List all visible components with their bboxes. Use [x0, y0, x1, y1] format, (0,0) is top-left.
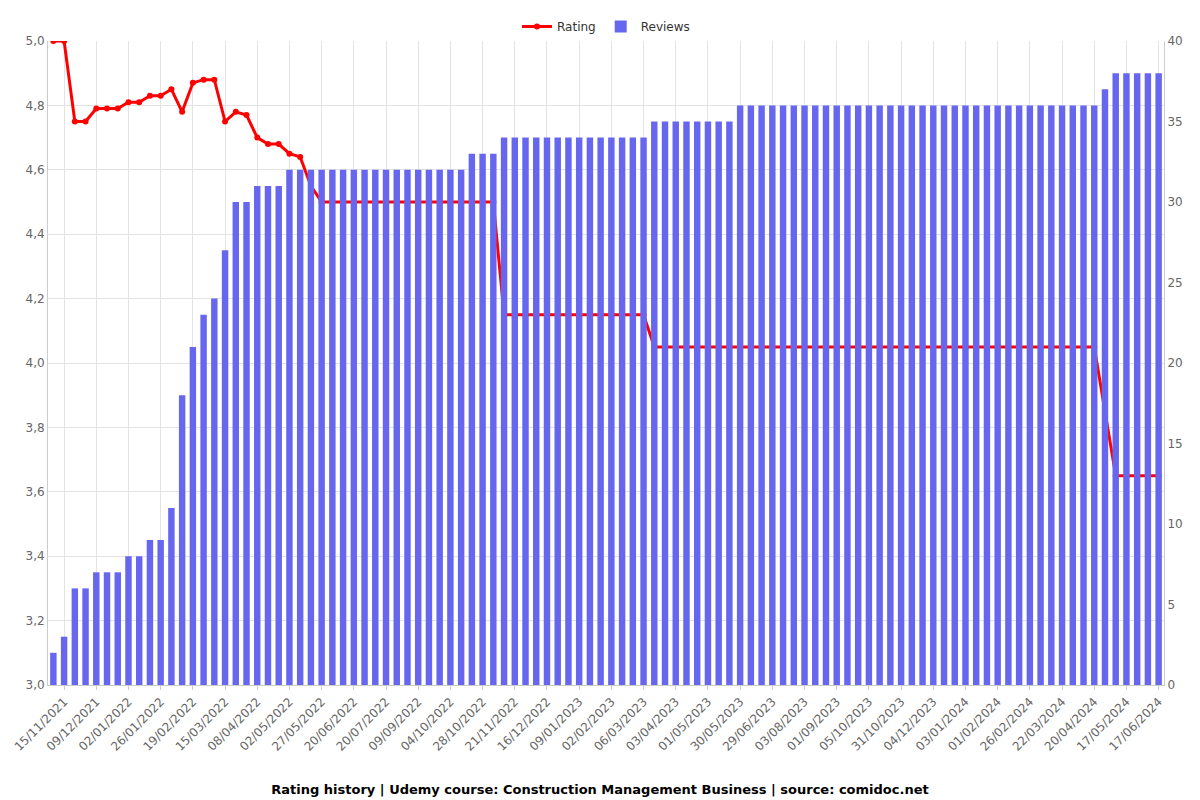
svg-text:4,0: 4,0 [26, 356, 45, 370]
svg-text:02/02/2023: 02/02/2023 [559, 695, 618, 754]
svg-text:01/05/2023: 01/05/2023 [655, 695, 714, 754]
svg-text:4,4: 4,4 [26, 227, 45, 241]
svg-text:17/05/2024: 17/05/2024 [1074, 695, 1133, 754]
svg-text:20/07/2022: 20/07/2022 [334, 695, 393, 754]
svg-text:27/05/2022: 27/05/2022 [269, 695, 328, 754]
svg-text:20/06/2022: 20/06/2022 [301, 695, 360, 754]
svg-text:03/08/2023: 03/08/2023 [752, 695, 811, 754]
svg-text:Rating: Rating [557, 20, 596, 34]
svg-text:09/09/2022: 09/09/2022 [366, 695, 425, 754]
svg-text:Rating history | Udemy course:: Rating history | Udemy course: Construct… [271, 782, 928, 797]
svg-text:5: 5 [1167, 598, 1175, 612]
svg-text:09/12/2021: 09/12/2021 [44, 695, 103, 754]
svg-text:22/03/2024: 22/03/2024 [1010, 695, 1069, 754]
svg-text:30: 30 [1167, 195, 1182, 209]
svg-text:3,2: 3,2 [26, 614, 45, 628]
svg-text:4,2: 4,2 [26, 292, 45, 306]
svg-text:3,0: 3,0 [26, 678, 45, 692]
svg-text:02/05/2022: 02/05/2022 [237, 695, 296, 754]
svg-text:4,8: 4,8 [26, 99, 45, 113]
svg-text:Reviews: Reviews [641, 20, 690, 34]
svg-text:17/06/2024: 17/06/2024 [1106, 695, 1165, 754]
svg-text:4,6: 4,6 [26, 163, 45, 177]
svg-text:28/10/2022: 28/10/2022 [430, 695, 489, 754]
svg-text:26/02/2024: 26/02/2024 [977, 695, 1036, 754]
svg-text:04/12/2023: 04/12/2023 [881, 695, 940, 754]
svg-text:15/11/2021: 15/11/2021 [12, 695, 71, 754]
svg-text:26/01/2022: 26/01/2022 [108, 695, 167, 754]
svg-text:5,0: 5,0 [26, 34, 45, 48]
svg-text:06/03/2023: 06/03/2023 [591, 695, 650, 754]
svg-text:04/10/2022: 04/10/2022 [398, 695, 457, 754]
svg-text:30/05/2023: 30/05/2023 [688, 695, 747, 754]
svg-text:20/04/2024: 20/04/2024 [1042, 695, 1101, 754]
svg-text:21/11/2022: 21/11/2022 [462, 695, 521, 754]
svg-text:02/01/2022: 02/01/2022 [76, 695, 135, 754]
svg-text:20: 20 [1167, 356, 1182, 370]
svg-text:15/03/2022: 15/03/2022 [173, 695, 232, 754]
svg-text:08/04/2022: 08/04/2022 [205, 695, 264, 754]
svg-text:19/02/2022: 19/02/2022 [140, 695, 199, 754]
svg-text:31/10/2023: 31/10/2023 [849, 695, 908, 754]
svg-text:35: 35 [1167, 115, 1182, 129]
svg-text:3,8: 3,8 [26, 421, 45, 435]
svg-text:01/09/2023: 01/09/2023 [784, 695, 843, 754]
svg-text:10: 10 [1167, 517, 1182, 531]
svg-text:05/10/2023: 05/10/2023 [816, 695, 875, 754]
svg-text:3,6: 3,6 [26, 485, 45, 499]
svg-text:29/06/2023: 29/06/2023 [720, 695, 779, 754]
svg-text:40: 40 [1167, 34, 1182, 48]
svg-text:25: 25 [1167, 276, 1182, 290]
svg-text:16/12/2022: 16/12/2022 [495, 695, 554, 754]
svg-text:03/01/2024: 03/01/2024 [913, 695, 972, 754]
svg-text:09/01/2023: 09/01/2023 [527, 695, 586, 754]
svg-text:0: 0 [1167, 678, 1175, 692]
svg-text:15: 15 [1167, 437, 1182, 451]
svg-text:3,4: 3,4 [26, 549, 45, 563]
svg-text:03/04/2023: 03/04/2023 [623, 695, 682, 754]
svg-text:01/02/2024: 01/02/2024 [945, 695, 1004, 754]
